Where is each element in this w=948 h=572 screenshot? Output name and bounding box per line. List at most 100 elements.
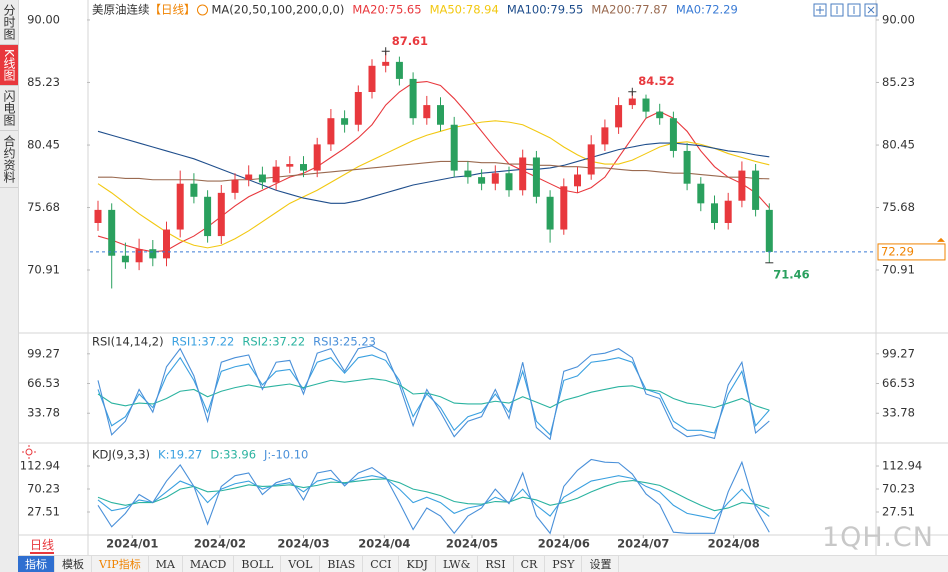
toolbar-button[interactable]: CR (514, 556, 546, 572)
period-tab[interactable]: 日线 (30, 538, 55, 554)
candle-body (354, 91, 362, 125)
y-tick-label-right: 99.27 (882, 346, 915, 360)
plot-area (97, 458, 770, 535)
candle-body (382, 61, 390, 66)
side-tab[interactable]: 分时图 (0, 0, 18, 45)
candle-body (258, 174, 266, 183)
x-tick-label: 2024/08 (708, 537, 760, 551)
candle-body (546, 196, 554, 230)
toolbar-button[interactable]: KDJ (399, 556, 436, 572)
peak-marker (381, 47, 390, 56)
candle-body (368, 65, 376, 92)
y-tick-label-right: 33.78 (882, 406, 915, 420)
candle-body (286, 164, 294, 167)
candle-body (656, 111, 664, 119)
side-tab[interactable]: 合约资料 (0, 131, 18, 188)
x-tick-label: 2024/05 (446, 537, 498, 551)
side-tab[interactable]: 闪电图 (0, 86, 18, 131)
candle-body (423, 105, 431, 119)
peak-label: 87.61 (392, 34, 428, 48)
candle-body (149, 249, 157, 259)
y-tick-label: 70.23 (27, 482, 60, 496)
toolbar-button[interactable]: 指标 (18, 556, 55, 572)
toolbar-icons[interactable] (813, 3, 878, 17)
candle-body (217, 192, 225, 237)
y-tick-label-right: 85.23 (882, 75, 915, 89)
candle-body (450, 124, 458, 171)
side-tab[interactable]: K线图 (0, 45, 18, 86)
chart-title: 美原油连续 (92, 3, 150, 17)
candle-body (121, 255, 129, 263)
candle-body (615, 105, 623, 128)
toolbar-button[interactable]: VOL (281, 556, 321, 572)
frame (18, 0, 948, 555)
period: 【日线】 (150, 3, 196, 17)
candle-body (341, 118, 349, 125)
y-tick-label: 99.27 (27, 346, 60, 360)
candle-body (300, 164, 307, 171)
y-tick-label-right: 66.53 (882, 376, 915, 390)
toolbar-button[interactable]: MACD (183, 556, 235, 572)
toolbar-button[interactable]: BIAS (320, 556, 364, 572)
candle-body (601, 127, 609, 145)
y-tick-label-right: 112.94 (882, 459, 922, 473)
toolbar-button[interactable]: MA (149, 556, 183, 572)
legend-entry: MA20:75.65 (352, 3, 421, 17)
candle-body (491, 173, 499, 184)
candle-body (464, 170, 472, 178)
candle-body (765, 209, 773, 252)
legend-entry: MA50:78.94 (430, 3, 499, 17)
watermark: 1QH.CN (822, 522, 934, 553)
x-tick-label: 2024/04 (358, 537, 410, 551)
legend-entry: D:33.96 (210, 448, 256, 462)
y-tick-label: 80.45 (27, 138, 60, 152)
candle-body (752, 170, 760, 210)
candle-body (163, 229, 170, 259)
add-icon (197, 4, 208, 16)
candle-body (94, 209, 102, 223)
toolbar-button[interactable]: LW& (436, 556, 479, 572)
candle-body (697, 183, 705, 204)
candle-body (135, 249, 143, 263)
panel-title: RSI(14,14,2) (92, 335, 164, 349)
legend-entry: RSI2:37.22 (242, 335, 305, 349)
candle-body (313, 144, 321, 171)
x-tick-label: 2024/07 (617, 537, 669, 551)
y-tick-label-right: 70.23 (882, 482, 915, 496)
series-line (97, 458, 770, 535)
candle-body (628, 98, 636, 106)
legend-entry: RSI3:25.23 (313, 335, 376, 349)
toolbar-button[interactable]: BOLL (234, 556, 282, 572)
last-price-box (877, 243, 946, 261)
toolbar-button[interactable]: RSI (478, 556, 514, 572)
toolbar-button[interactable]: VIP指标 (92, 556, 149, 572)
y-tick-label: 75.68 (27, 200, 60, 214)
legend-entry: MA100:79.55 (507, 3, 584, 17)
toolbar-button[interactable]: 设置 (582, 556, 620, 572)
toolbar: 指标 模板 VIP指标 MA MACD BOLL VOL BIAS CCI KDJ LW& RSI CR… (18, 555, 948, 572)
candle-body (724, 200, 732, 223)
peak-label: 84.52 (638, 74, 674, 88)
candle-body (560, 186, 568, 230)
candle-body (683, 150, 691, 184)
candle-body (532, 157, 540, 197)
candle-body (587, 144, 595, 175)
candle-body (738, 170, 746, 201)
y-tick-label: 66.53 (27, 376, 60, 390)
settings-icon[interactable] (22, 445, 36, 459)
series-line (97, 80, 770, 253)
toolbar-button[interactable]: 模板 (55, 556, 92, 572)
candle-body (245, 174, 253, 180)
toolbar-button[interactable]: PSY (545, 556, 583, 572)
x-tick-label: 2024/02 (194, 537, 246, 551)
x-tick-label: 2024/01 (106, 537, 158, 551)
y-tick-label: 90.00 (27, 12, 60, 26)
toolbar-button[interactable]: CCI (363, 556, 400, 572)
candle-body (642, 98, 650, 112)
candle-body (711, 203, 718, 223)
candle-body (669, 118, 677, 151)
series-line (97, 345, 770, 440)
legend-entry: RSI1:37.22 (172, 335, 235, 349)
y-tick-label: 85.23 (27, 75, 60, 89)
